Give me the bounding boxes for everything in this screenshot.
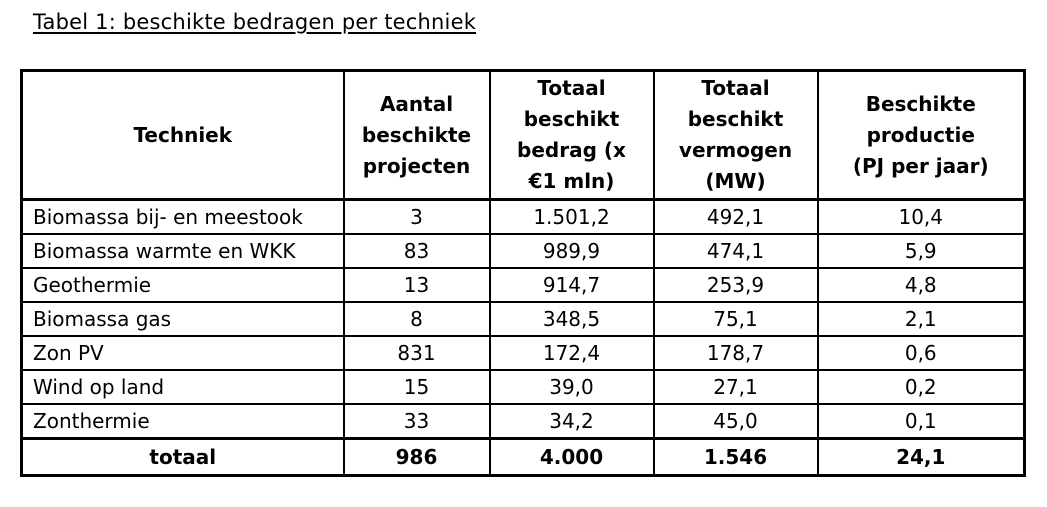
value-cell: 8 <box>342 301 491 337</box>
total-row: totaal 986 4.000 1.546 24,1 <box>20 437 1026 477</box>
table-header: Techniek Aantal beschikte projecten Totaal be… <box>20 69 1026 201</box>
total-value-cell: 24,1 <box>816 437 1026 477</box>
total-label-cell: totaal <box>20 437 345 477</box>
allocation-table: Techniek Aantal beschikte projecten Totaal be… <box>20 69 1026 477</box>
column-header-line: Aantal <box>379 91 454 116</box>
value-cell: 831 <box>342 335 491 371</box>
value-cell: 1.501,2 <box>488 198 655 235</box>
column-header-line: €1 mln) <box>528 169 615 193</box>
column-header-line: Techniek <box>133 122 233 147</box>
value-cell: 0,1 <box>816 403 1026 440</box>
column-header-line: Beschikte <box>865 91 976 116</box>
technique-cell: Biomassa bij- en meestook <box>20 198 345 235</box>
value-cell: 39,0 <box>488 369 655 405</box>
value-cell: 27,1 <box>652 369 819 405</box>
technique-cell: Biomassa warmte en WKK <box>20 233 345 269</box>
value-cell: 172,4 <box>488 335 655 371</box>
value-cell: 492,1 <box>652 198 819 235</box>
table-row: Biomassa bij- en meestook 3 1.501,2 492,1 10… <box>20 198 1026 235</box>
value-cell: 178,7 <box>652 335 819 371</box>
total-value-cell: 4.000 <box>488 437 655 477</box>
technique-cell: Zon PV <box>20 335 345 371</box>
value-cell: 45,0 <box>652 403 819 440</box>
value-cell: 474,1 <box>652 233 819 269</box>
table-footer: totaal 986 4.000 1.546 24,1 <box>20 437 1026 477</box>
value-cell: 13 <box>342 267 491 303</box>
value-cell: 253,9 <box>652 267 819 303</box>
value-cell: 83 <box>342 233 491 269</box>
column-header-line: bedrag (x <box>517 138 626 162</box>
value-cell: 10,4 <box>816 198 1026 235</box>
value-cell: 75,1 <box>652 301 819 337</box>
value-cell: 989,9 <box>488 233 655 269</box>
total-value-cell: 1.546 <box>652 437 819 477</box>
technique-cell: Zonthermie <box>20 403 345 440</box>
column-header: Techniek <box>20 69 345 201</box>
table-row: Biomassa warmte en WKK 83 989,9 474,1 5,9 <box>20 233 1026 269</box>
value-cell: 0,2 <box>816 369 1026 405</box>
value-cell: 33 <box>342 403 491 440</box>
technique-cell: Geothermie <box>20 267 345 303</box>
column-header: Totaal beschikt bedrag (x €1 mln) <box>488 69 655 201</box>
table-body: Biomassa bij- en meestook 3 1.501,2 492,1 10… <box>20 198 1026 440</box>
column-header-line: Totaal <box>701 76 770 100</box>
technique-cell: Wind op land <box>20 369 345 405</box>
table-caption: Tabel 1: beschikte bedragen per techniek <box>33 10 477 34</box>
table-row: Wind op land 15 39,0 27,1 0,2 <box>20 369 1026 405</box>
column-header: Aantal beschikte projecten <box>342 69 491 201</box>
value-cell: 3 <box>342 198 491 235</box>
value-cell: 0,6 <box>816 335 1026 371</box>
column-header: Beschikte productie (PJ per jaar) <box>816 69 1026 201</box>
header-row: Techniek Aantal beschikte projecten Totaal be… <box>20 69 1026 201</box>
column-header-line: productie <box>866 122 975 147</box>
value-cell: 4,8 <box>816 267 1026 303</box>
column-header-line: projecten <box>362 153 471 178</box>
column-header-line: (PJ per jaar) <box>852 153 989 178</box>
column-header-line: vermogen <box>678 138 793 162</box>
column-header-line: (MW) <box>705 169 766 193</box>
value-cell: 914,7 <box>488 267 655 303</box>
column-header: Totaal beschikt vermogen (MW) <box>652 69 819 201</box>
table-row: Zon PV 831 172,4 178,7 0,6 <box>20 335 1026 371</box>
column-header-line: beschikte <box>361 122 472 147</box>
value-cell: 348,5 <box>488 301 655 337</box>
total-value-cell: 986 <box>342 437 491 477</box>
value-cell: 2,1 <box>816 301 1026 337</box>
column-header-line: beschikt <box>523 107 620 131</box>
table-row: Biomassa gas 8 348,5 75,1 2,1 <box>20 301 1026 337</box>
technique-cell: Biomassa gas <box>20 301 345 337</box>
table-row: Geothermie 13 914,7 253,9 4,8 <box>20 267 1026 303</box>
table-row: Zonthermie 33 34,2 45,0 0,1 <box>20 403 1026 440</box>
column-header-line: Totaal <box>537 76 606 100</box>
column-header-line: beschikt <box>687 107 784 131</box>
value-cell: 34,2 <box>488 403 655 440</box>
value-cell: 5,9 <box>816 233 1026 269</box>
value-cell: 15 <box>342 369 491 405</box>
